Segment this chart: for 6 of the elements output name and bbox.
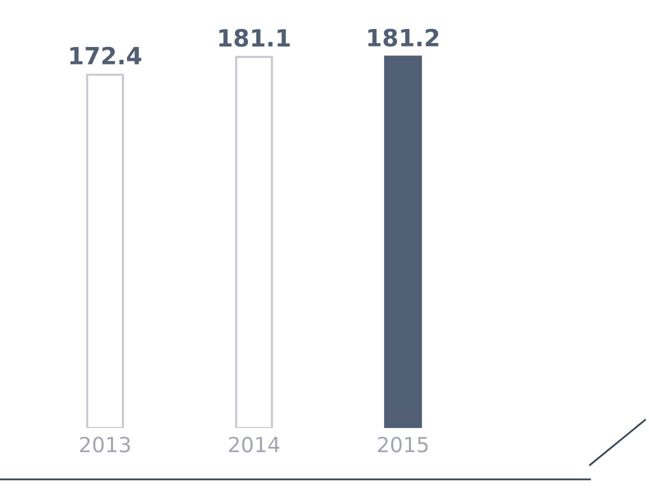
x-tick-label: 2013 — [80, 436, 130, 452]
data-label: 181.1 — [219, 28, 290, 47]
data-label: 181.2 — [368, 28, 438, 47]
x-tick-label: 2015 — [378, 436, 428, 452]
x-tick-label: 2014 — [229, 436, 280, 452]
data-label: 172.4 — [70, 46, 142, 64]
